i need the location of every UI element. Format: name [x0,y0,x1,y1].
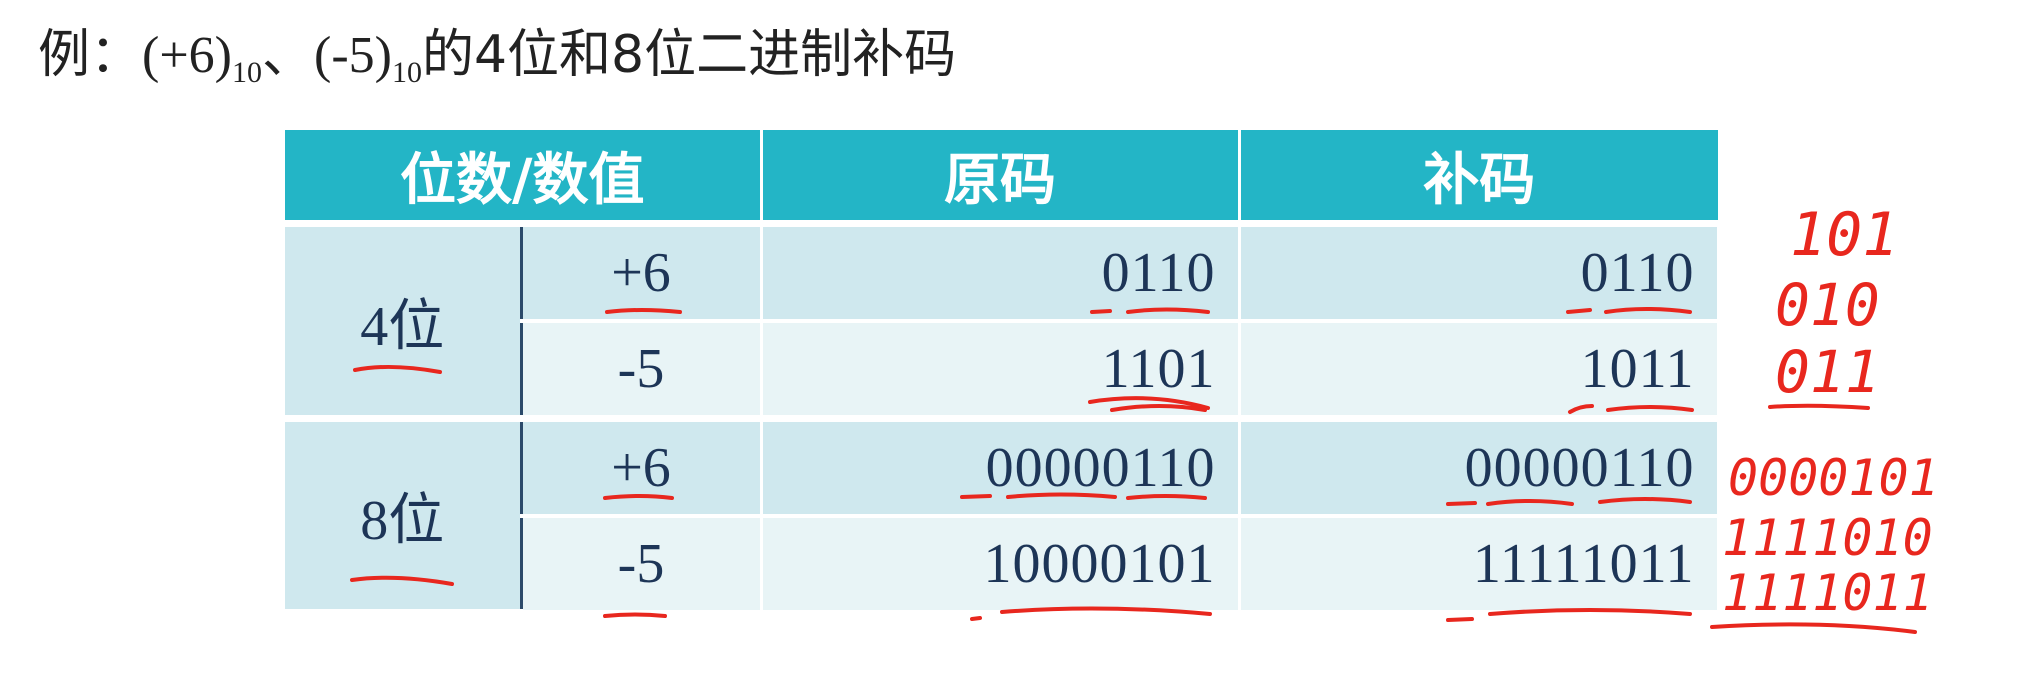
title-suffix: 的4位和8位二进制补码 [421,25,957,85]
group-label-4bit: 4位 [285,223,523,422]
title-subscript-2: 10 [391,56,422,89]
original-code-cell: 10000101 [761,516,1241,614]
original-code-cell: 00000110 [761,418,1241,518]
underline-notes-bottom [1710,622,1917,634]
header-complement-code: 补码 [1239,130,1719,227]
underline-comp-4bit-minus5 [1568,404,1694,414]
title-value-1: (+6) [142,27,232,84]
title-prefix: 例： [38,25,143,85]
complement-code-cell: 00000110 [1239,418,1720,518]
complement-code-cell: 1011 [1239,321,1720,422]
underline-comp-8bit-plus6 [1446,497,1692,506]
note-1111011: 1111011 [1722,564,1933,622]
complement-code-cell: 11111011 [1239,516,1720,614]
underline-notes-011 [1768,403,1870,410]
underline-plus6-4bit [605,308,682,314]
value-cell: -5 [521,516,763,614]
table-header-row: 位数/数值 原码 补码 [285,130,1719,227]
original-code-cell: 0110 [761,223,1241,323]
note-010: 010 [1775,271,1880,339]
note-0000101: 0000101 [1728,449,1939,507]
header-original-code: 原码 [761,130,1241,227]
underline-orig-8bit-plus6 [960,492,1207,500]
underline-4bit [353,364,442,374]
value-cell: +6 [521,418,763,518]
underline-comp-8bit-minus5 [1446,608,1692,622]
underline-plus6-8bit [603,494,674,500]
table-row: -5 10000101 11111011 [285,516,1720,614]
underline-comp-4bit-plus6 [1566,307,1692,314]
underline-orig-4bit-plus6 [1090,307,1210,314]
table-row: 4位 +6 0110 0110 [285,223,1720,422]
title-separator: 、 [261,25,314,85]
note-1111010: 1111010 [1722,509,1933,567]
value-cell: +6 [521,223,763,323]
underline-8bit [350,575,454,586]
note-101: 101 [1790,200,1898,270]
title-value-2: (-5) [314,27,392,84]
header-bits-value: 位数/数值 [285,130,763,227]
note-011: 011 [1775,338,1880,406]
page-title: 例：(+6)10、(-5)10的4位和8位二进制补码 [38,12,956,90]
underline-minus5-8bit [603,612,667,618]
underline-orig-4bit-minus5 [1088,396,1210,412]
title-subscript-1: 10 [231,56,262,89]
underline-orig-8bit-minus5 [970,606,1212,621]
value-cell: -5 [521,321,763,422]
complement-code-cell: 0110 [1239,223,1720,323]
